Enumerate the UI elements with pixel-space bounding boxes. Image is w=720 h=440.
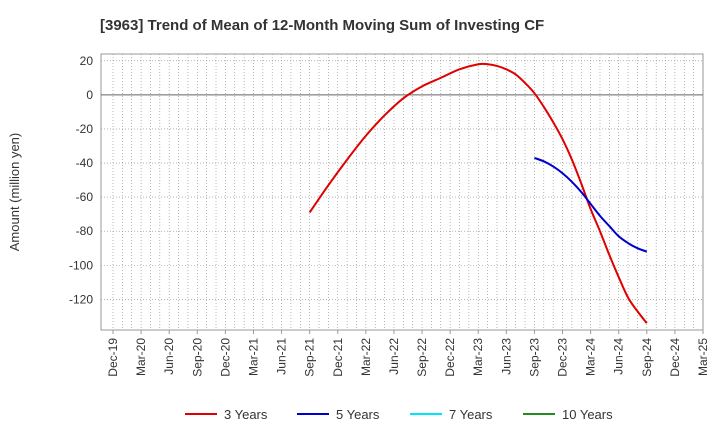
plot-area [100,53,704,331]
y-axis-label: Amount (million yen) [7,133,22,252]
legend-label: 3 Years [224,407,268,422]
x-tick-label: Mar-20 [134,338,148,376]
x-tick-label: Dec-21 [331,338,345,377]
legend-label: 7 Years [449,407,493,422]
x-tick-label: Sep-22 [415,338,429,377]
x-tick-label: Jun-20 [162,338,176,375]
x-tick-label: Sep-24 [640,338,654,377]
x-tick-label: Sep-20 [190,338,204,377]
x-tick-label: Dec-22 [443,338,457,377]
x-tick-label: Mar-23 [471,338,485,376]
x-tick-label: Dec-20 [218,338,232,377]
y-tick-label: -120 [69,292,93,306]
x-tick-label: Mar-24 [584,338,598,376]
series-line-5-years [534,156,648,253]
x-tick-label: Jun-21 [275,338,289,375]
x-tick-label: Sep-23 [527,338,541,377]
series-lines [308,62,648,324]
y-tick-label: -20 [76,122,94,136]
x-tick-label: Mar-25 [696,338,710,376]
x-tick-label: Jun-22 [387,338,401,375]
y-tick-label: 0 [86,88,93,102]
x-tick-label: Jun-24 [612,338,626,375]
y-tick-label: -40 [76,156,94,170]
x-tick-label: Dec-23 [556,338,570,377]
chart-title: [3963] Trend of Mean of 12-Month Moving … [100,17,544,34]
legend-label: 10 Years [562,407,613,422]
y-tick-label: -60 [76,190,94,204]
legend-label: 5 Years [336,407,380,422]
x-tick-label: Mar-21 [246,338,260,376]
x-tick-label: Mar-22 [359,338,373,376]
y-tick-labels: 20 0 -20 -40 -60 -80 -100 -120 [69,54,93,307]
y-tick-label: -80 [76,224,94,238]
x-tick-label: Sep-21 [303,338,317,377]
legend: 3 Years 5 Years 7 Years 10 Years [185,407,613,422]
series-line-3-years [308,62,648,324]
x-tick-label: Dec-19 [106,338,120,377]
x-tick-label: Jun-23 [499,338,513,375]
x-tick-label: Dec-24 [668,338,682,377]
y-tick-label: -100 [69,258,93,272]
y-tick-label: 20 [80,54,94,68]
x-tick-labels: Dec-19 Mar-20 Jun-20 Sep-20 Dec-20 Mar-21 Jun-… [106,330,710,377]
